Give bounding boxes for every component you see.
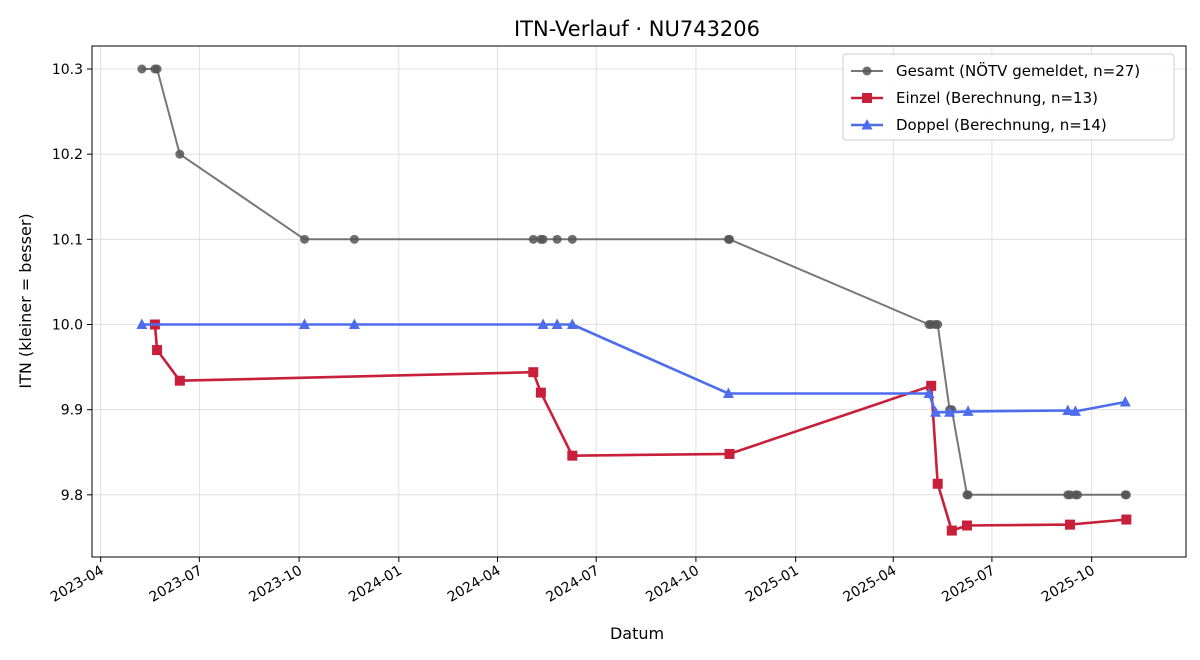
data-point [551,318,563,329]
x-tick-label: 2023-04 [48,563,107,606]
legend-box [842,53,1175,141]
y-tick-label: 9.9 [61,403,83,419]
x-tick-label: 2023-07 [147,563,206,606]
data-point [552,234,562,244]
y-tick-label: 10.0 [52,317,83,333]
data-point [933,319,943,329]
data-point [567,234,577,244]
legend-marker [862,66,872,76]
legend-label: Gesamt (NÖTV gemeldet, n=27) [896,61,1140,80]
legend-entry: Gesamt (NÖTV gemeldet, n=27) [851,61,1140,80]
data-point [152,345,163,356]
data-point [1121,490,1131,500]
y-axis-label: ITN (kleiner = besser) [16,213,35,388]
data-point [136,318,148,329]
data-point [538,234,548,244]
data-point [1121,514,1132,525]
plot-frame [91,45,1187,558]
data-point [946,525,957,536]
data-point [537,318,549,329]
data-point [348,318,360,329]
data-point [175,149,185,159]
x-axis-ticks: 2023-04 2023-07 2023-10 2024-01 2024-04 2024-… [48,557,1098,606]
series-triangle [136,318,1131,417]
data-point [932,478,943,489]
data-point [152,64,162,74]
data-point [724,448,735,459]
series-circle [137,64,1131,500]
x-tick-label: 2023-10 [246,563,305,606]
data-point [299,318,311,329]
data-point [566,318,578,329]
x-tick-label: 2024-01 [346,563,405,606]
data-point [1064,519,1075,530]
legend-label: Doppel (Berechnung, n=14) [896,116,1107,134]
data-point [567,450,578,461]
data-point [174,375,185,386]
data-point [1069,405,1081,416]
series-square [149,319,1132,536]
legend-entry: Doppel (Berechnung, n=14) [851,116,1107,134]
chart-title: ITN-Verlauf · NU743206 [514,17,760,41]
data-point [535,387,546,398]
x-tick-label: 2025-07 [939,563,998,606]
data-point [722,387,734,398]
y-tick-label: 10.2 [52,147,83,163]
data-point [961,520,972,531]
y-axis-ticks: 9.8 9.9 10.0 10.1 10.2 10.3 [52,62,92,504]
y-tick-label: 9.8 [61,488,83,504]
x-tick-label: 2025-01 [743,563,802,606]
data-point [944,406,956,417]
x-tick-label: 2024-04 [445,563,504,606]
data-point [962,405,974,416]
data-point [1073,490,1083,500]
data-point [963,490,973,500]
legend-marker [862,93,872,103]
y-tick-label: 10.1 [52,232,83,248]
legend-label: Einzel (Berechnung, n=13) [896,89,1098,107]
legend-entry: Einzel (Berechnung, n=13) [851,89,1098,107]
data-point [300,234,310,244]
series-layer [136,64,1132,536]
data-point [725,234,735,244]
data-point [349,234,359,244]
series-line [141,323,1126,414]
data-point [528,367,539,378]
data-point [923,387,935,398]
data-point [930,406,942,417]
data-point [528,234,538,244]
x-tick-label: 2024-10 [643,563,702,606]
data-point [137,64,147,74]
x-axis-label: Datum [610,624,664,643]
data-point [926,380,937,391]
y-tick-label: 10.3 [52,62,83,78]
x-tick-label: 2025-04 [841,563,900,606]
data-point [1119,395,1131,407]
legend-marker [861,119,873,130]
data-point [1062,404,1074,416]
legend: Gesamt (NÖTV gemeldet, n=27) Einzel (Bere… [842,53,1175,141]
x-tick-label: 2025-10 [1039,563,1098,606]
x-tick-label: 2024-07 [544,563,603,606]
